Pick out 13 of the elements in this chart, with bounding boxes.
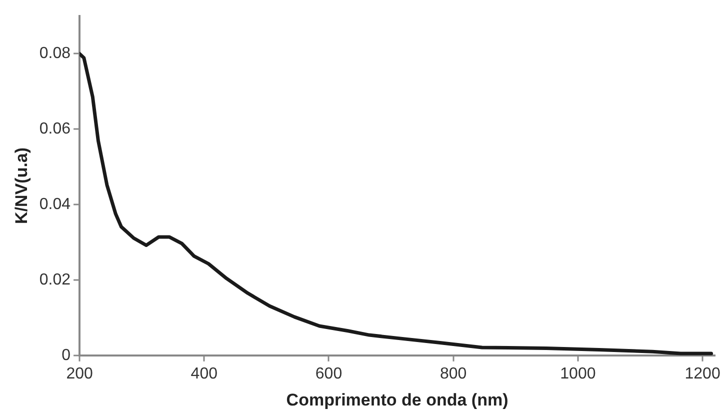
y-tick-label: 0.08 — [39, 45, 71, 62]
x-tick-label: 1000 — [560, 365, 596, 382]
x-tick-label: 800 — [440, 365, 467, 382]
x-tick-label: 600 — [315, 365, 342, 382]
y-tick-label: 0 — [62, 346, 71, 364]
x-tick-label: 1200 — [684, 365, 720, 382]
y-tick-label: 0.06 — [39, 120, 71, 138]
y-tick-label: 0.02 — [39, 271, 71, 288]
x-tick-label: 200 — [66, 365, 93, 382]
x-axis-title: Comprimento de onda (nm) — [286, 390, 508, 410]
x-tick-label: 400 — [190, 365, 218, 382]
y-tick-label: 0.04 — [39, 196, 71, 213]
y-axis-title: K/NV(u.a) — [12, 147, 31, 224]
